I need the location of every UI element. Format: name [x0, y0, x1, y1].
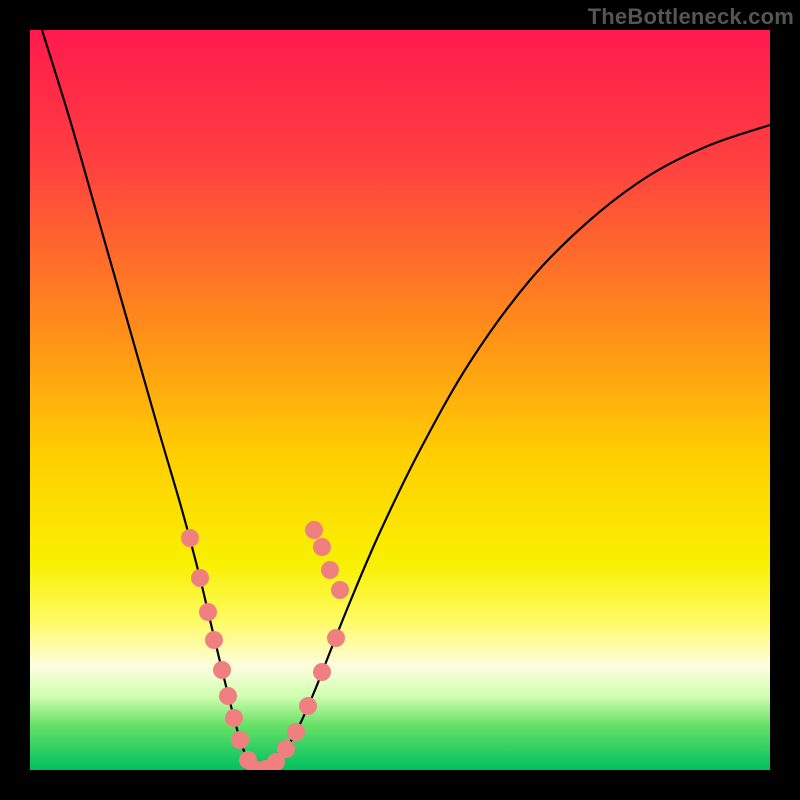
data-marker [205, 631, 223, 649]
data-marker [313, 663, 331, 681]
data-marker [199, 603, 217, 621]
data-marker [305, 521, 323, 539]
data-marker [219, 687, 237, 705]
data-marker [331, 581, 349, 599]
data-marker [181, 529, 199, 547]
data-marker [327, 629, 345, 647]
data-marker [277, 740, 295, 758]
data-marker [231, 731, 249, 749]
data-marker [225, 709, 243, 727]
data-marker [213, 661, 231, 679]
data-marker [287, 723, 305, 741]
watermark-text: TheBottleneck.com [588, 4, 794, 30]
chart-frame: TheBottleneck.com [0, 0, 800, 800]
data-marker [299, 697, 317, 715]
data-marker [321, 561, 339, 579]
data-marker [191, 569, 209, 587]
data-marker [313, 538, 331, 556]
bottleneck-chart-svg [30, 30, 770, 770]
plot-area [30, 30, 770, 770]
gradient-background [30, 30, 770, 770]
